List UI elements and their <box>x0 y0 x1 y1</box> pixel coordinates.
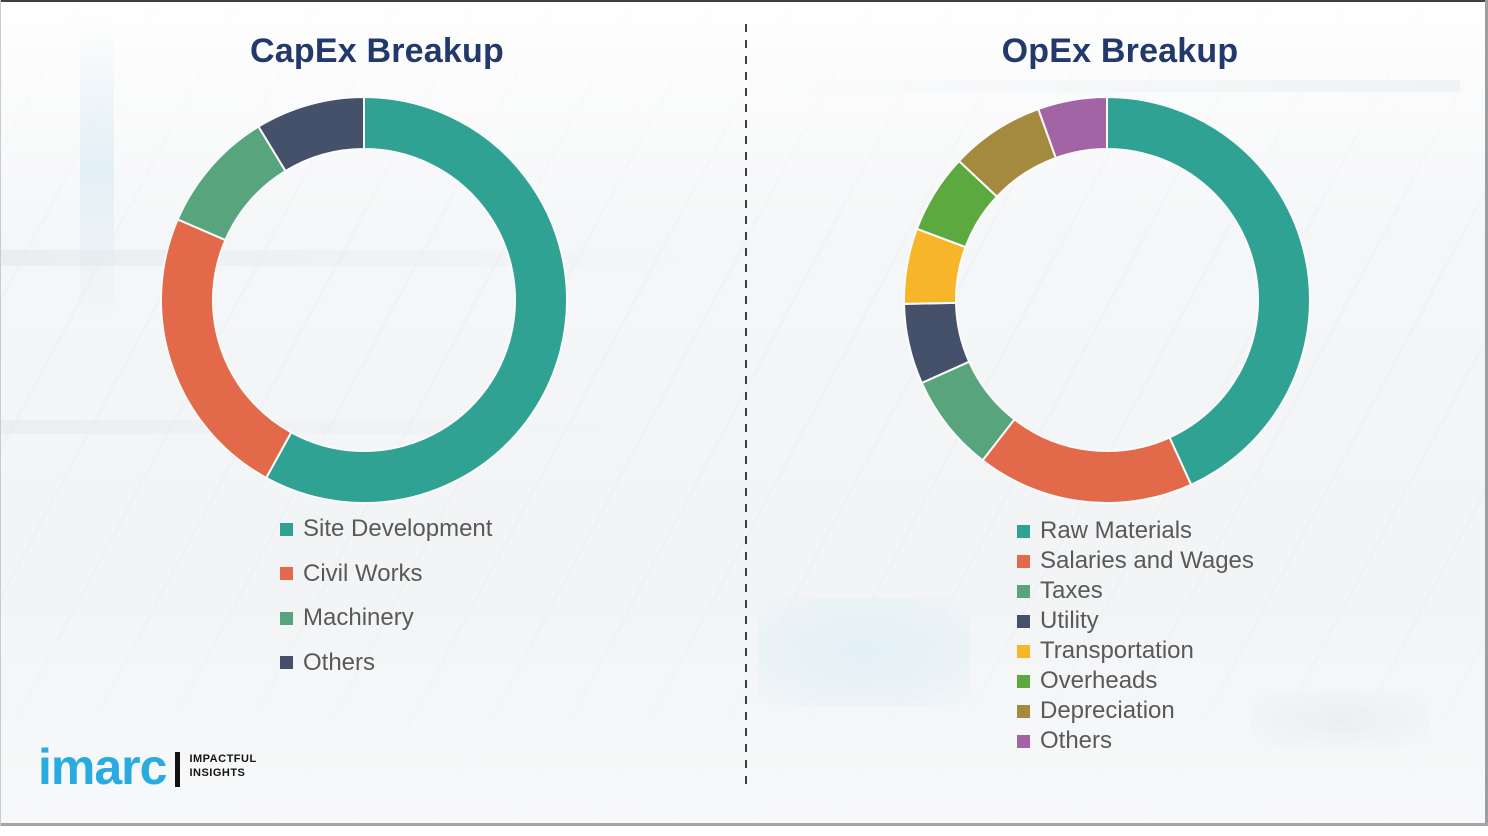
legend-item-taxes: Taxes <box>1017 576 1254 606</box>
legend-label: Civil Works <box>303 559 423 587</box>
donut-segment-others <box>257 96 365 172</box>
opex-donut-chart <box>903 96 1311 504</box>
donut-segment-site-development <box>265 96 568 504</box>
donut-segment-salaries-and-wages <box>981 418 1193 504</box>
legend-swatch <box>280 522 293 536</box>
legend-item-site-development: Site Development <box>280 507 492 552</box>
legend-label: Taxes <box>1040 577 1103 604</box>
capex-chart-title: CapEx Breakup <box>250 32 504 70</box>
donut-segment-raw-materials <box>1106 96 1311 486</box>
legend-swatch <box>1017 554 1030 568</box>
opex-chart-title: OpEx Breakup <box>1001 32 1239 70</box>
background-texture-block <box>758 598 970 706</box>
frame-border-top <box>0 0 1488 2</box>
legend-item-overheads: Overheads <box>1017 666 1254 696</box>
legend-label: Depreciation <box>1040 697 1175 724</box>
legend-item-civil-works: Civil Works <box>280 552 492 597</box>
imarc-tagline-line1: IMPACTFUL <box>189 753 257 765</box>
legend-item-depreciation: Depreciation <box>1017 696 1254 726</box>
background-texture-block <box>1250 690 1430 750</box>
frame-margin-bottom <box>0 826 1488 836</box>
imarc-logo-tagline: IMPACTFUL INSIGHTS <box>189 753 256 781</box>
donut-segment-others <box>1037 96 1108 159</box>
legend-swatch <box>1017 674 1030 688</box>
legend-label: Machinery <box>303 604 414 632</box>
imarc-tagline-line2: INSIGHTS <box>189 766 246 779</box>
legend-item-others: Others <box>280 641 492 686</box>
legend-item-raw-materials: Raw Materials <box>1017 516 1254 546</box>
legend-swatch <box>1017 704 1030 718</box>
opex-legend: Raw Materials Salaries and Wages Taxes Util… <box>1017 516 1254 756</box>
legend-item-salaries-and-wages: Salaries and Wages <box>1017 546 1254 576</box>
imarc-logo-wordmark: imarc <box>38 739 167 795</box>
capex-donut-chart <box>160 96 568 504</box>
legend-label: Others <box>1040 727 1113 754</box>
legend-swatch <box>1017 614 1030 628</box>
legend-swatch <box>280 611 293 625</box>
legend-swatch <box>1017 734 1030 748</box>
donut-segment-civil-works <box>160 218 293 479</box>
legend-item-transportation: Transportation <box>1017 636 1254 666</box>
imarc-logo-divider-bar <box>175 752 181 787</box>
legend-label: Utility <box>1040 607 1099 634</box>
legend-label: Overheads <box>1040 667 1158 694</box>
divider-dashed-line <box>745 24 747 790</box>
legend-swatch <box>280 656 293 670</box>
legend-label: Salaries and Wages <box>1040 547 1254 574</box>
legend-swatch <box>1017 584 1030 598</box>
legend-swatch <box>280 567 293 581</box>
legend-swatch <box>1017 644 1030 658</box>
legend-label: Raw Materials <box>1040 517 1193 544</box>
legend-label: Site Development <box>303 515 493 543</box>
legend-item-others: Others <box>1017 726 1254 756</box>
legend-swatch <box>1017 524 1030 538</box>
legend-label: Others <box>303 648 376 676</box>
imarc-logo: imarc IMPACTFUL INSIGHTS <box>38 742 257 792</box>
frame-border-bottom <box>0 823 1488 826</box>
legend-item-utility: Utility <box>1017 606 1254 636</box>
legend-item-machinery: Machinery <box>280 596 492 641</box>
frame-border-left <box>0 0 1 827</box>
legend-label: Transportation <box>1040 637 1194 664</box>
capex-legend: Site Development Civil Works Machinery Othe… <box>280 507 492 685</box>
